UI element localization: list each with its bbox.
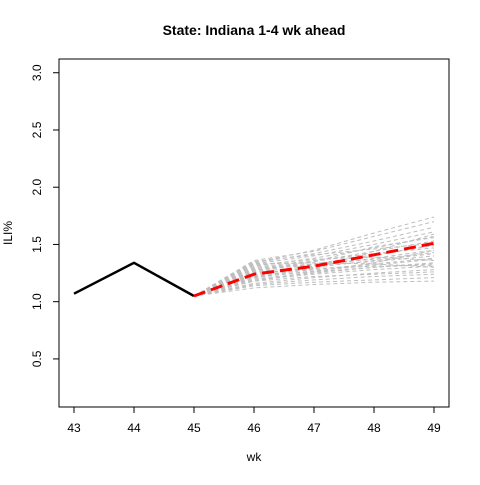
ensemble-line-15 <box>193 255 435 297</box>
y-axis: 0.5 1.0 1.5 2.0 2.5 3.0 <box>30 64 59 367</box>
ensemble-line-29 <box>193 252 435 297</box>
chart-title: State: Indiana 1-4 wk ahead <box>163 22 346 38</box>
ensemble-line-22 <box>193 242 435 297</box>
ensemble-line-17 <box>193 247 435 297</box>
y-tick-label-3.0: 3.0 <box>30 64 44 81</box>
x-axis: 43 44 45 46 47 48 49 <box>67 407 441 435</box>
ensemble-line-24 <box>193 216 435 297</box>
y-tick-label-1.5: 1.5 <box>30 236 44 253</box>
observed-line <box>73 261 195 298</box>
forecast-mean-line <box>193 241 435 298</box>
plot-frame <box>58 58 450 408</box>
ensemble-line-1 <box>193 280 435 297</box>
y-tick-label-1.0: 1.0 <box>30 293 44 310</box>
y-tick-label-2.0: 2.0 <box>30 179 44 196</box>
ensemble-line-6 <box>193 265 435 297</box>
ensemble-line-19 <box>193 256 435 297</box>
ensemble-line-2 <box>193 277 435 297</box>
y-tick-label-2.5: 2.5 <box>30 121 44 138</box>
x-tick-label-49: 49 <box>427 421 441 435</box>
ensemble-line-27 <box>193 237 435 297</box>
y-axis-label: ILI% <box>1 221 15 245</box>
x-tick-label-45: 45 <box>187 421 201 435</box>
ensemble-line-3 <box>193 273 435 297</box>
y-tick-label-0.5: 0.5 <box>30 350 44 367</box>
x-tick-label-44: 44 <box>127 421 141 435</box>
ensemble-line-5 <box>193 271 435 297</box>
ensemble-line-25 <box>193 262 435 297</box>
forecast-mean-series <box>193 241 435 298</box>
observed-series <box>73 261 195 298</box>
x-tick-label-43: 43 <box>67 421 81 435</box>
x-tick-label-46: 46 <box>247 421 261 435</box>
x-tick-label-47: 47 <box>307 421 321 435</box>
x-axis-label: wk <box>246 450 263 464</box>
ensemble-line-30 <box>193 233 435 297</box>
ensemble-line-23 <box>193 221 435 297</box>
x-tick-label-48: 48 <box>367 421 381 435</box>
ensemble-line-4 <box>193 269 435 297</box>
ensemble-line-28 <box>193 249 435 297</box>
ensemble-line-8 <box>193 258 435 297</box>
ensemble-line-18 <box>193 235 435 297</box>
